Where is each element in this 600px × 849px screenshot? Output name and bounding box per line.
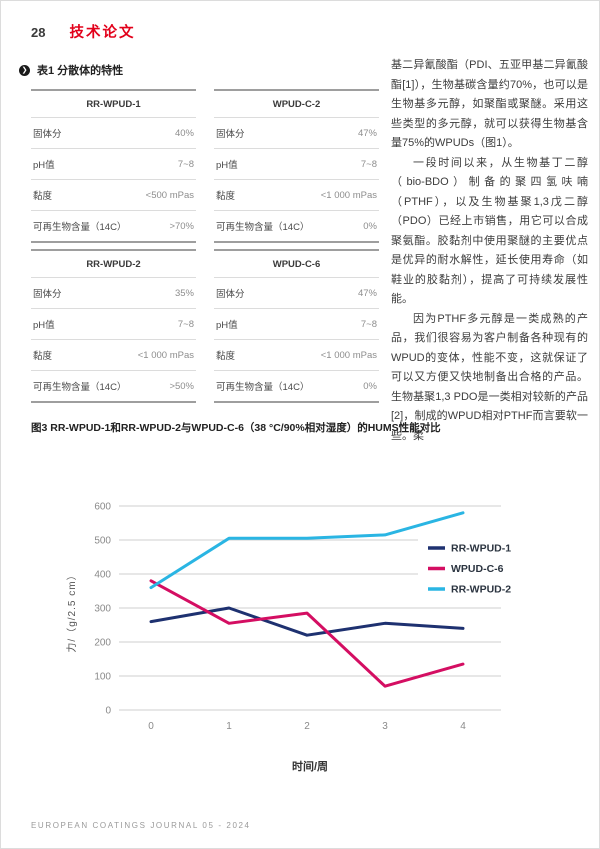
- y-tick-label: 500: [94, 536, 111, 547]
- paragraph: 基二异氰酸酯（PDI、五亚甲基二异氰酸酯[1]），生物基碳含量约70%，也可以是…: [391, 59, 588, 149]
- table-caption: ❯ 表1 分散体的特性: [19, 62, 123, 78]
- table-row: 可再生物含量（14C） 0%: [214, 211, 379, 241]
- row-value: <1 000 mPas: [320, 189, 377, 201]
- article-column: 基二异氰酸酯（PDI、五亚甲基二异氰酸酯[1]），生物基碳含量约70%，也可以是…: [391, 56, 588, 446]
- row-label: 固体分: [33, 289, 62, 300]
- table-name: RR-WPUD-2: [31, 251, 196, 278]
- row-label: pH值: [216, 160, 238, 171]
- dispersion-table-wpud-c-6: WPUD-C-6 固体分 47% pH值 7~8 黏度 <1 000 mPas 可再生物含量（…: [214, 249, 379, 403]
- row-value: >50%: [169, 380, 194, 392]
- row-value: 40%: [174, 127, 194, 139]
- x-axis-title: 时间/周: [292, 759, 328, 773]
- row-value: 47%: [357, 127, 377, 139]
- chart-container: 0 100 200 300 400 500 600 0 1 2 3 4 RR-WPUD-1 WPUD-C-…: [1, 471, 599, 801]
- x-tick-label: 3: [382, 721, 388, 732]
- arrow-bullet-icon: ❯: [19, 64, 30, 76]
- table-row: 固体分 40%: [31, 118, 196, 149]
- series-line-rr-wpud-1: [149, 606, 465, 637]
- y-tick-label: 600: [94, 502, 111, 513]
- row-value: 0%: [363, 220, 377, 232]
- table-row: 固体分 47%: [214, 118, 379, 149]
- row-value: 7~8: [360, 318, 377, 330]
- table-row: 固体分 35%: [31, 278, 196, 309]
- row-label: 黏度: [33, 351, 53, 362]
- dispersion-table-rr-wpud-1: RR-WPUD-1 固体分 40% pH值 7~8 黏度 <500 mPas 可再生物含量（1…: [31, 89, 196, 243]
- x-tick-label: 1: [226, 721, 232, 732]
- row-label: 可再生物含量（14C）: [33, 222, 127, 233]
- table-row: 可再生物含量（14C） >50%: [31, 371, 196, 401]
- y-tick-label: 300: [94, 604, 111, 615]
- journal-footer: EUROPEAN COATINGS JOURNAL 05 - 2024: [31, 821, 251, 830]
- row-value: 7~8: [360, 158, 377, 170]
- table-row: 可再生物含量（14C） >70%: [31, 211, 196, 241]
- paragraph: 一段时间以来，从生物基丁二醇（bio-BDO）制备的聚四氢呋喃（PTHF），以及…: [391, 156, 588, 306]
- row-label: 可再生物含量（14C）: [33, 382, 127, 393]
- table-row: 黏度 <1 000 mPas: [214, 180, 379, 211]
- table-row: pH值 7~8: [214, 309, 379, 340]
- row-label: 可再生物含量（14C）: [216, 222, 310, 233]
- row-value: 7~8: [177, 158, 194, 170]
- table-caption-text: 表1 分散体的特性: [37, 65, 124, 77]
- legend-label: WPUD-C-6: [451, 563, 504, 575]
- series-line-rr-wpud-2: [149, 511, 465, 590]
- row-value: >70%: [169, 220, 194, 232]
- y-tick-label: 0: [105, 706, 111, 717]
- row-value: 35%: [174, 287, 194, 299]
- y-tick-label: 200: [94, 638, 111, 649]
- paragraph: 因为PTHF多元醇是一类成熟的产品，我们很容易为客户制备各种现有的WPUD的变体…: [391, 312, 588, 442]
- table-row: 可再生物含量（14C） 0%: [214, 371, 379, 401]
- hums-chart: 0 100 200 300 400 500 600 0 1 2 3 4 RR-WPUD-1 WPUD-C-…: [65, 502, 516, 773]
- row-label: 黏度: [33, 191, 53, 202]
- y-tick-label: 100: [94, 672, 111, 683]
- table-row: pH值 7~8: [31, 149, 196, 180]
- figure-caption: 图3 RR-WPUD-1和RR-WPUD-2与WPUD-C-6（38 °C/90…: [31, 422, 441, 434]
- table-row: 黏度 <1 000 mPas: [214, 340, 379, 371]
- page-number: 28: [31, 25, 46, 40]
- row-value: <1 000 mPas: [320, 349, 377, 361]
- row-label: 可再生物含量（14C）: [216, 382, 310, 393]
- table-name: WPUD-C-2: [214, 91, 379, 118]
- row-value: <1 000 mPas: [137, 349, 194, 361]
- row-value: <500 mPas: [145, 189, 194, 201]
- row-value: 47%: [357, 287, 377, 299]
- x-tick-label: 0: [148, 721, 154, 732]
- dispersion-table-wpud-c-2: WPUD-C-2 固体分 47% pH值 7~8 黏度 <1 000 mPas 可再生物含量（…: [214, 89, 379, 243]
- table-name: RR-WPUD-1: [31, 91, 196, 118]
- row-label: pH值: [33, 160, 55, 171]
- legend-label: RR-WPUD-1: [451, 543, 511, 555]
- tables-grid: RR-WPUD-1 固体分 40% pH值 7~8 黏度 <500 mPas 可再生物含量（1…: [31, 89, 379, 403]
- table-row: pH值 7~8: [214, 149, 379, 180]
- row-value: 7~8: [177, 318, 194, 330]
- table-row: 黏度 <500 mPas: [31, 180, 196, 211]
- x-tick-label: 4: [460, 721, 466, 732]
- dispersion-table-rr-wpud-2: RR-WPUD-2 固体分 35% pH值 7~8 黏度 <1 000 mPas 可再生物含量…: [31, 249, 196, 403]
- y-axis-title: 力/（g/2.5 cm）: [65, 569, 78, 652]
- row-label: pH值: [216, 320, 238, 331]
- x-tick-label: 2: [304, 721, 310, 732]
- page-header: 28 技术论文: [31, 21, 135, 42]
- row-label: 黏度: [216, 191, 236, 202]
- row-label: 黏度: [216, 351, 236, 362]
- table-row: 固体分 47%: [214, 278, 379, 309]
- section-title: 技术论文: [69, 25, 136, 41]
- row-value: 0%: [363, 380, 377, 392]
- row-label: 固体分: [33, 129, 62, 140]
- series-line-wpud-c-6: [149, 579, 465, 688]
- row-label: 固体分: [216, 129, 245, 140]
- row-label: 固体分: [216, 289, 245, 300]
- legend-label: RR-WPUD-2: [451, 584, 511, 596]
- table-row: pH值 7~8: [31, 309, 196, 340]
- row-label: pH值: [33, 320, 55, 331]
- table-name: WPUD-C-6: [214, 251, 379, 278]
- y-tick-label: 400: [94, 570, 111, 581]
- table-row: 黏度 <1 000 mPas: [31, 340, 196, 371]
